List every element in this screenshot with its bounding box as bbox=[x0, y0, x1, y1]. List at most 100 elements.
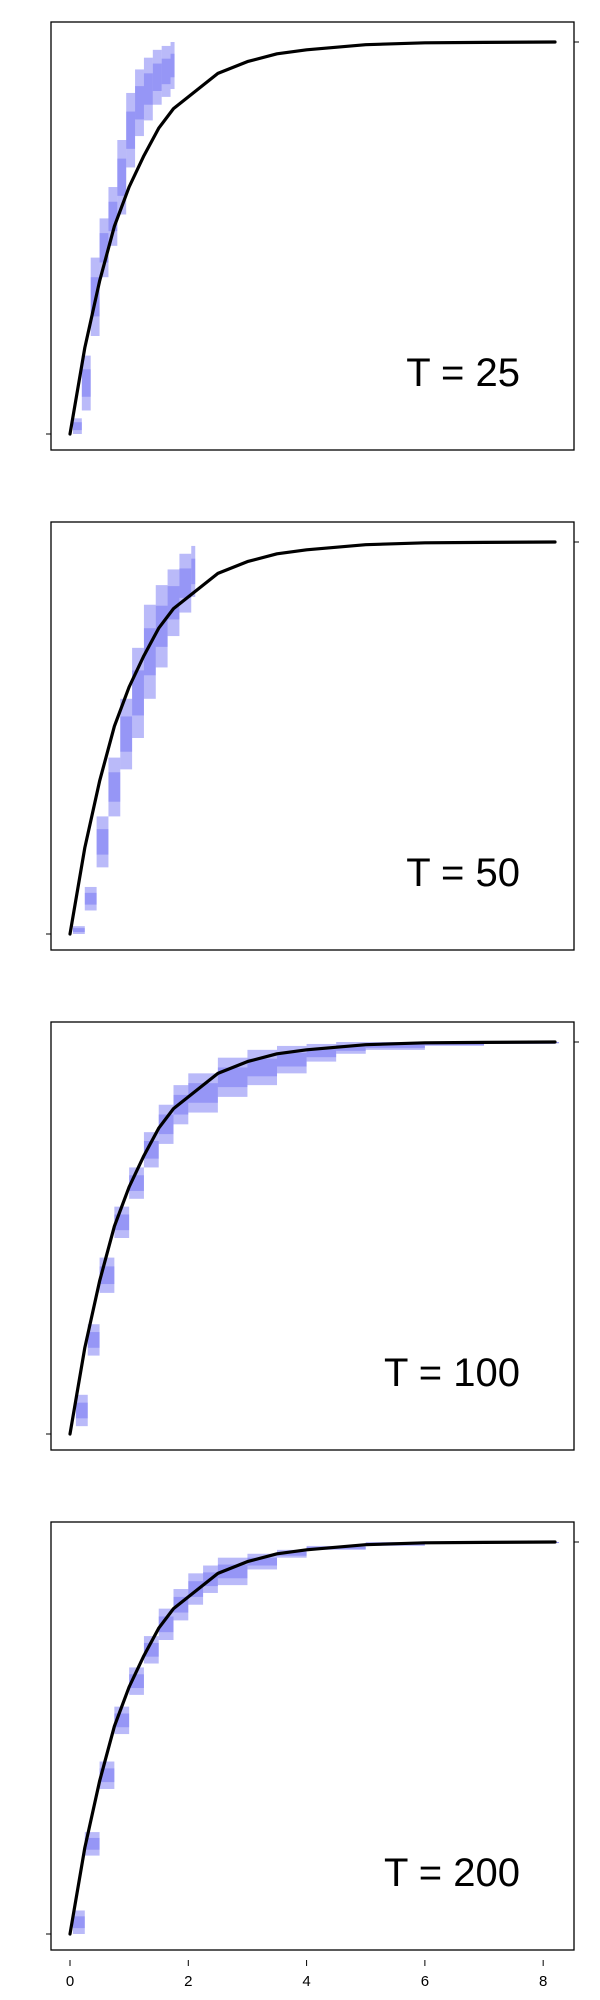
band-segment bbox=[108, 757, 121, 817]
panel-frame bbox=[50, 1021, 575, 1451]
band-segment bbox=[143, 57, 153, 121]
band-core-segment bbox=[152, 63, 162, 91]
band-core-segment bbox=[84, 892, 97, 905]
band-core-segment bbox=[336, 1044, 366, 1051]
band-core-segment bbox=[170, 53, 175, 78]
posterior-band bbox=[72, 545, 196, 934]
band-segment bbox=[126, 92, 136, 168]
band-core-segment bbox=[143, 628, 156, 676]
band-segment bbox=[135, 69, 144, 137]
band-segment bbox=[191, 545, 196, 597]
band-core-segment bbox=[108, 772, 121, 802]
band-segment bbox=[72, 926, 85, 934]
panel-label: T = 50 bbox=[406, 851, 520, 895]
panel-frame bbox=[50, 521, 575, 951]
band-core-segment bbox=[72, 422, 82, 431]
band-core-segment bbox=[135, 86, 144, 120]
band-core-segment bbox=[365, 1043, 425, 1048]
band-segment bbox=[87, 1324, 100, 1356]
panel-1: T = 25 bbox=[46, 21, 579, 451]
band-segment bbox=[247, 1553, 278, 1570]
band-core-segment bbox=[99, 233, 109, 263]
band-core-segment bbox=[555, 1542, 559, 1544]
band-segment bbox=[143, 604, 156, 699]
band-core-segment bbox=[277, 1551, 307, 1556]
x-tick-label: 8 bbox=[539, 1973, 547, 1990]
panel-3: T = 100 bbox=[46, 1021, 579, 1451]
true-curve bbox=[68, 40, 557, 436]
band-core-segment bbox=[217, 1067, 248, 1088]
band-core-segment bbox=[306, 1048, 337, 1058]
band-segment bbox=[277, 1549, 307, 1558]
band-core-segment bbox=[81, 369, 91, 397]
true-curve bbox=[68, 1540, 557, 1936]
true-curve bbox=[68, 1040, 557, 1436]
band-core-segment bbox=[75, 1402, 88, 1419]
x-tick-label: 2 bbox=[184, 1973, 192, 1990]
band-core-segment bbox=[108, 201, 118, 232]
band-core-segment bbox=[158, 1616, 174, 1633]
band-segment bbox=[152, 49, 162, 105]
band-segment bbox=[72, 1910, 85, 1934]
band-core-segment bbox=[247, 1058, 278, 1077]
band-core-segment bbox=[143, 73, 153, 105]
x-tick-label: 6 bbox=[421, 1973, 429, 1990]
band-segment bbox=[158, 1608, 174, 1640]
band-segment bbox=[161, 45, 171, 97]
band-segment bbox=[99, 218, 109, 278]
band-segment bbox=[336, 1042, 366, 1054]
band-core-segment bbox=[247, 1557, 278, 1566]
band-core-segment bbox=[132, 670, 144, 716]
band-core-segment bbox=[188, 1083, 218, 1103]
band-segment bbox=[365, 1042, 425, 1050]
band-core-segment bbox=[158, 1114, 174, 1135]
band-segment bbox=[129, 1667, 144, 1695]
band-core-segment bbox=[555, 1042, 559, 1044]
band-core-segment bbox=[84, 1837, 100, 1850]
band-core-segment bbox=[120, 716, 133, 752]
band-core-segment bbox=[126, 111, 136, 149]
band-core-segment bbox=[72, 1916, 85, 1929]
band-segment bbox=[143, 1636, 159, 1664]
panel-label: T = 100 bbox=[384, 1351, 520, 1395]
posterior-band bbox=[72, 42, 175, 434]
band-segment bbox=[167, 569, 180, 637]
x-tick-label: 4 bbox=[302, 1973, 310, 1990]
band-segment bbox=[555, 1042, 559, 1044]
band-segment bbox=[117, 140, 127, 215]
band-segment bbox=[108, 187, 118, 246]
band-segment bbox=[129, 1167, 144, 1199]
band-segment bbox=[120, 698, 133, 770]
panel-4: T = 200 bbox=[46, 1521, 579, 1951]
band-segment bbox=[72, 418, 82, 434]
band-core-segment bbox=[72, 928, 85, 933]
band-core-segment bbox=[191, 558, 196, 585]
band-core-segment bbox=[217, 1564, 248, 1579]
band-core-segment bbox=[179, 568, 192, 598]
band-core-segment bbox=[87, 1332, 100, 1348]
panel-label: T = 25 bbox=[406, 351, 520, 395]
panel-frame bbox=[50, 1521, 575, 1951]
panels: T = 25 T = 50 T = 100 T = 200 bbox=[46, 21, 579, 1951]
band-segment bbox=[179, 553, 192, 613]
x-axis: 0 2 4 6 8 bbox=[66, 1960, 547, 1990]
band-segment bbox=[84, 886, 97, 911]
panel-2: T = 50 bbox=[46, 521, 579, 951]
true-curve bbox=[68, 540, 557, 936]
band-core-segment bbox=[161, 58, 171, 85]
band-core-segment bbox=[167, 586, 180, 620]
band-segment bbox=[132, 647, 144, 738]
panel-label: T = 200 bbox=[384, 1851, 520, 1895]
band-segment bbox=[96, 816, 109, 868]
panel-frame bbox=[50, 21, 575, 451]
band-segment bbox=[555, 1542, 559, 1543]
band-core-segment bbox=[277, 1052, 307, 1067]
band-segment bbox=[143, 1132, 159, 1168]
band-core-segment bbox=[96, 829, 109, 855]
band-core-segment bbox=[143, 1140, 159, 1159]
band-segment bbox=[170, 42, 175, 90]
x-tick-label: 0 bbox=[66, 1973, 74, 1990]
band-segment bbox=[81, 355, 91, 411]
band-segment bbox=[75, 1394, 88, 1427]
